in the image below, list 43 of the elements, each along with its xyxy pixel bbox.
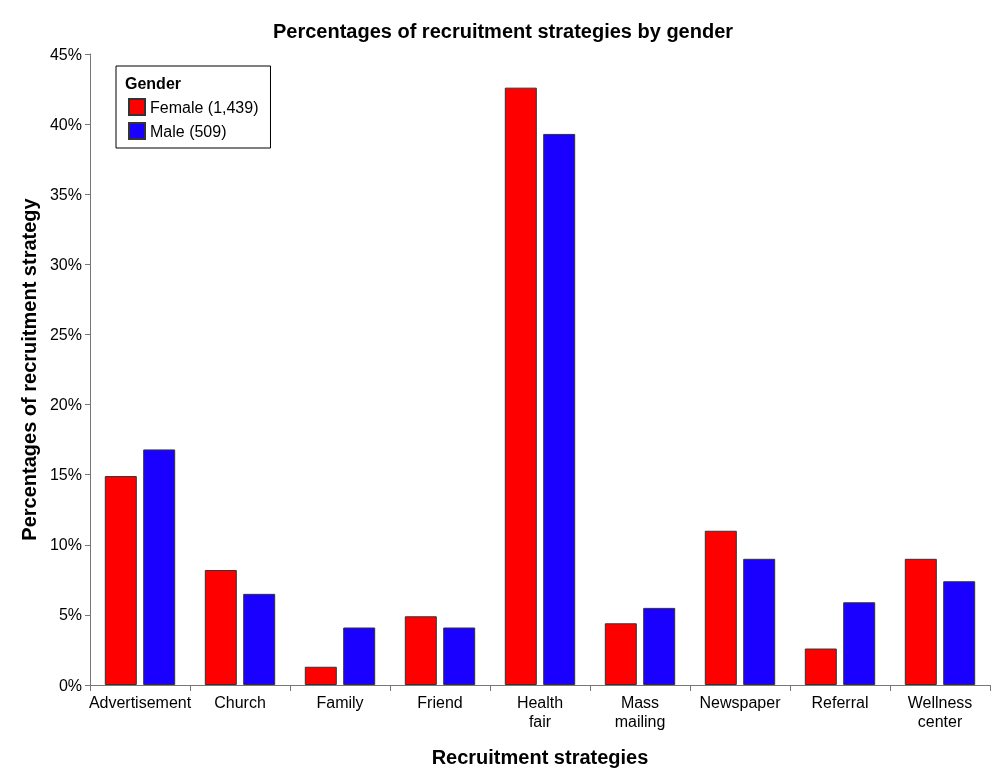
y-axis-title: Percentages of recruitment strategy — [18, 197, 41, 541]
x-tick-label: Family — [316, 694, 364, 711]
bar — [343, 627, 376, 685]
chart-title: Percentages of recruitment strategies by gender — [272, 20, 734, 42]
bar — [304, 666, 337, 685]
bar — [643, 607, 676, 685]
bar — [243, 593, 276, 685]
x-axis-title: Recruitment strategies — [431, 746, 649, 768]
bar — [943, 581, 976, 685]
x-tick-label: Advertisement — [88, 694, 192, 711]
bar — [904, 558, 937, 685]
y-tick-label: 10% — [49, 536, 82, 554]
legend-label: Female (1,439) — [150, 98, 259, 116]
bar — [204, 570, 237, 685]
bar — [843, 602, 876, 685]
bar — [504, 87, 537, 685]
bar — [404, 616, 437, 685]
x-tick-label: Church — [214, 694, 266, 711]
y-tick-label: 15% — [49, 466, 82, 484]
y-tick-label: 40% — [49, 115, 82, 133]
y-tick-label: 45% — [49, 45, 82, 63]
y-tick-label: 5% — [58, 606, 82, 624]
x-tick-label: Health fair — [516, 694, 564, 730]
x-tick-label: Friend — [417, 694, 463, 711]
x-tick-label: Newspaper — [699, 694, 782, 711]
bar — [743, 558, 776, 685]
bar — [604, 623, 637, 685]
bar — [804, 648, 837, 685]
y-tick-label: 35% — [49, 185, 82, 203]
bar — [104, 476, 137, 685]
legend-title: Gender — [125, 74, 182, 92]
x-tick-label: Mass mailing — [614, 694, 666, 730]
legend-label: Male (509) — [150, 122, 227, 140]
y-tick-label: 30% — [49, 255, 82, 273]
x-tick-label: Referral — [811, 694, 869, 711]
y-tick-label: 0% — [58, 676, 82, 694]
bar — [543, 133, 576, 685]
bar — [443, 627, 476, 685]
bar — [143, 449, 176, 685]
bar — [704, 530, 737, 685]
x-tick-label: Wellness center — [907, 694, 973, 730]
y-tick-label: 20% — [49, 396, 82, 414]
y-tick-label: 25% — [49, 325, 82, 343]
